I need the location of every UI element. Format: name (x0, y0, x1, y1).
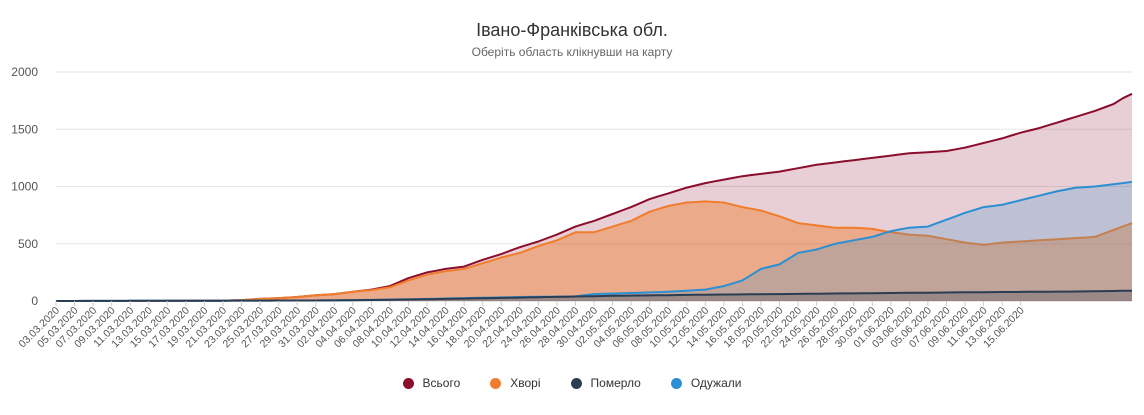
chart-title: Івано-Франківська обл. (476, 20, 668, 40)
y-tick-label: 1500 (11, 122, 38, 136)
y-tick-label: 2000 (11, 65, 38, 79)
legend-marker-died (570, 377, 582, 389)
legend-item-total[interactable]: Всього (402, 376, 461, 390)
y-tick-label: 0 (31, 294, 38, 308)
chart-subtitle[interactable]: Оберіть область клікнувши на карту (471, 45, 673, 59)
series-area-recovered (56, 181, 1132, 301)
legend-label-sick: Хворі (510, 376, 541, 390)
y-tick-label: 500 (18, 237, 38, 251)
legend-item-recovered[interactable]: Одужали (670, 376, 742, 390)
legend-marker-sick (490, 377, 502, 389)
legend-item-died[interactable]: Померло (570, 376, 641, 390)
legend-label-died: Померло (590, 376, 641, 390)
series-area-died (56, 290, 1132, 301)
y-tick-label: 1000 (11, 180, 38, 194)
legend-label-total: Всього (422, 376, 461, 390)
legend-label-recovered: Одужали (690, 376, 742, 390)
legend-item-sick[interactable]: Хворі (490, 376, 541, 390)
legend: Всього Хворі Померло Одужали (0, 376, 1144, 390)
series-area-sick (56, 201, 1132, 301)
legend-marker-total (402, 377, 414, 389)
series-line-died (56, 289, 1133, 302)
series-area-total (56, 93, 1132, 301)
legend-marker-recovered (670, 377, 682, 389)
